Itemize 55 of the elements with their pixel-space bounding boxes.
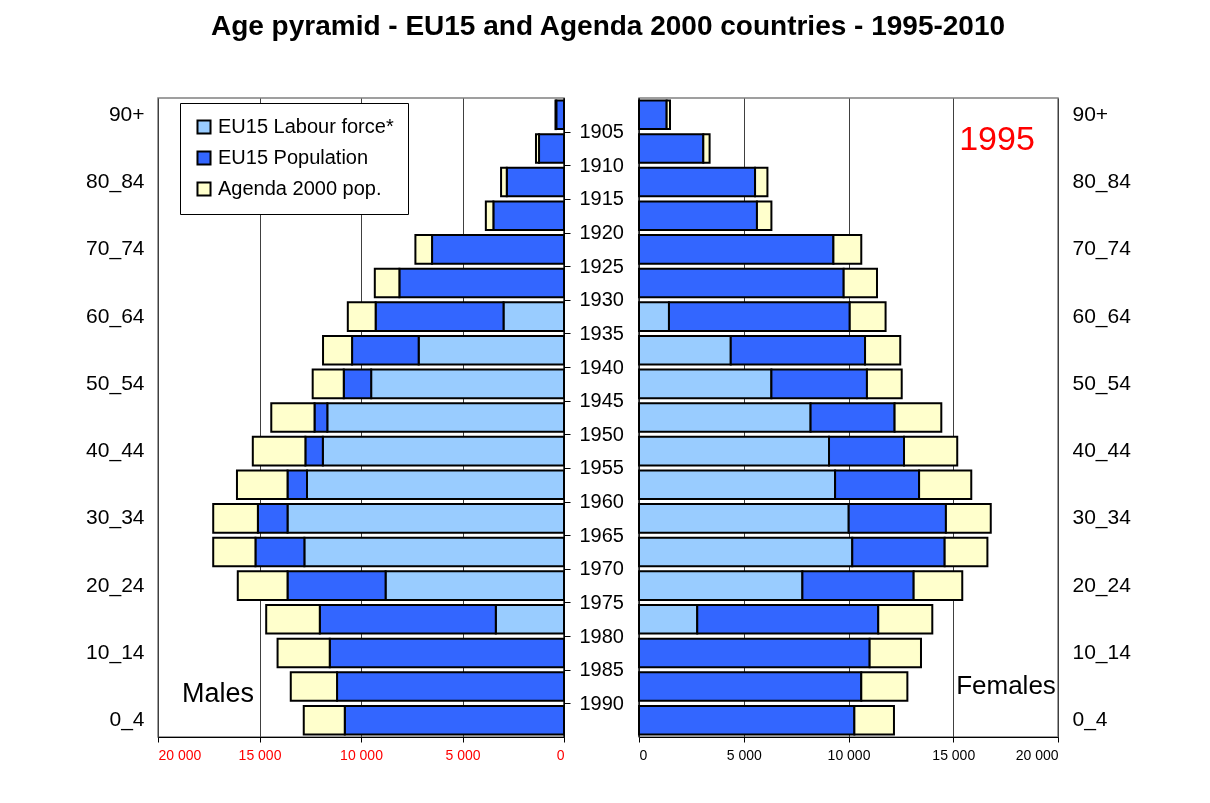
y2-tick-label: 1920 — [579, 221, 624, 244]
y-tick-label: 80_84 — [86, 169, 145, 194]
y2-tick-label: 1965 — [579, 523, 624, 546]
y-tick-label: 30_34 — [86, 505, 145, 530]
y-tick-label: 60_64 — [86, 303, 145, 328]
x-tick-label: 5 000 — [726, 746, 762, 763]
y2-tick-label: 1960 — [579, 490, 624, 513]
y2-tick-label: 1970 — [579, 557, 624, 580]
y-tick-label: 80_84 — [1072, 169, 1132, 194]
legend-label: EU15 Labour force* — [218, 115, 394, 137]
y-tick-label: 40_44 — [1072, 438, 1132, 463]
y-tick-label: 10_14 — [86, 639, 145, 664]
y-tick-label: 60_64 — [1072, 303, 1132, 328]
y2-tick-label: 1975 — [579, 590, 624, 613]
y-tick-label: 50_54 — [86, 370, 145, 395]
y2-tick-label: 1930 — [579, 288, 624, 311]
y2-tick-label: 1950 — [579, 422, 624, 445]
y-tick-label: 0_4 — [1072, 707, 1108, 732]
x-tick-label: 10 000 — [340, 746, 384, 763]
legend-label: Agenda 2000 pop. — [218, 177, 382, 199]
x-tick-label: 10 000 — [827, 746, 871, 763]
chart-title: Age pyramid - EU15 and Agenda 2000 countries - 1995-2010 — [210, 9, 1006, 41]
y-tick-label: 40_44 — [86, 438, 145, 463]
annotation: Females — [956, 670, 1056, 700]
y-tick-label: 20_24 — [86, 572, 145, 597]
y2-tick-label: 1980 — [579, 624, 624, 647]
y-tick-label: 20_24 — [1072, 572, 1132, 597]
x-tick-label: 20 000 — [1015, 746, 1059, 763]
y2-tick-label: 1945 — [579, 389, 624, 412]
y2-tick-label: 1935 — [579, 321, 624, 344]
y-tick-label: 70_74 — [86, 236, 145, 261]
y2-tick-label: 1940 — [579, 355, 624, 378]
y2-tick-label: 1905 — [579, 120, 624, 143]
y-tick-label: 50_54 — [1072, 370, 1132, 395]
y-tick-label: 10_14 — [1072, 639, 1132, 664]
x-tick-label: 15 000 — [932, 746, 976, 763]
y-tick-label: 30_34 — [1072, 505, 1132, 530]
x-tick-label: 5 000 — [445, 746, 481, 763]
annotation: Males — [181, 678, 255, 708]
annotation: 1995 — [959, 119, 1035, 157]
x-tick-label: 15 000 — [238, 746, 282, 763]
legend-label: EU15 Population — [218, 146, 369, 168]
x-tick-label: 0 — [639, 746, 648, 763]
y-tick-label: 70_74 — [1072, 236, 1132, 261]
y-tick-label: 90+ — [108, 101, 145, 125]
x-tick-label: 20 000 — [158, 746, 202, 763]
y2-tick-label: 1925 — [579, 254, 624, 277]
y-tick-label: 90+ — [1072, 101, 1109, 125]
x-tick-label: 0 — [556, 746, 565, 763]
y2-tick-label: 1910 — [579, 153, 624, 176]
y2-tick-label: 1990 — [579, 691, 624, 714]
y2-tick-label: 1955 — [579, 456, 624, 479]
y2-tick-label: 1915 — [579, 187, 624, 210]
y-tick-label: 0_4 — [109, 707, 145, 732]
y2-tick-label: 1985 — [579, 658, 624, 681]
